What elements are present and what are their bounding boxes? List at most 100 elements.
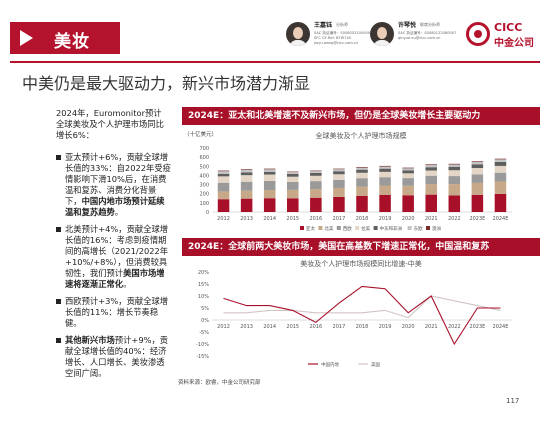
- y-tick-label: 0: [206, 210, 209, 216]
- x-tick-label: 2020: [402, 324, 415, 330]
- bar-segment: [448, 166, 461, 171]
- bar-segment: [240, 172, 253, 176]
- source-note: 资料来源：欧睿，中金公司研究部: [178, 380, 261, 386]
- bar-segment: [494, 159, 507, 162]
- bar-segment: [379, 194, 391, 212]
- bar-segment: [263, 189, 276, 199]
- bar-segment: [333, 168, 345, 170]
- x-tick-label: 2017: [333, 216, 346, 222]
- bar-segment: [448, 184, 461, 196]
- bar-segment: [333, 187, 345, 197]
- bar-segment: [471, 182, 484, 195]
- bar-segment: [448, 163, 461, 165]
- bar-segment: [494, 158, 507, 160]
- avatar: [286, 22, 310, 46]
- bar-segment: [425, 175, 437, 185]
- bar-segment: [448, 176, 461, 185]
- lead-text: 2024年，Euromonitor预计全球美妆及个人护理市场同比增长6%：: [56, 108, 164, 140]
- bar-segment: [287, 182, 299, 190]
- bar-segment: [240, 198, 253, 212]
- x-tick-label: 2015: [286, 324, 299, 330]
- legend-label: 东欧: [414, 225, 423, 232]
- bar-segment: [448, 164, 461, 167]
- bar-segment: [425, 184, 437, 195]
- bar-segment: [379, 168, 391, 172]
- bar-segment: [448, 195, 461, 212]
- legend-label: 拉美: [361, 225, 370, 232]
- bar-segment: [217, 199, 230, 212]
- bar-segment: [310, 170, 322, 172]
- legend-swatch: [300, 226, 304, 230]
- x-tick-label: 2022: [448, 324, 461, 330]
- bullet-item: 亚太预计+6%，贡献全球增长值的33%：自2022年受疫情影响下滑10%后，在消…: [56, 152, 172, 218]
- bar-segment: [471, 161, 484, 165]
- y-tick-label: -15%: [196, 354, 209, 360]
- x-tick-label: 2013: [240, 216, 253, 222]
- bar-segment: [494, 165, 507, 173]
- x-tick-label: 2019: [379, 216, 392, 222]
- bar-segment: [263, 180, 276, 190]
- y-tick-label: -10%: [196, 342, 209, 348]
- bar-segment: [494, 161, 507, 166]
- logo-text-en: CICC: [494, 21, 523, 34]
- bar-segment: [310, 181, 322, 190]
- x-tick-label: 2016: [309, 324, 322, 330]
- header: 美妆 王嘉钰 分析师 SAC 执证编号：S0080521050008 SFC C…: [0, 0, 550, 63]
- bar-segment: [471, 164, 484, 169]
- bar-segment: [402, 195, 414, 212]
- analyst-detail: SAC 执证编号：S0080122080007: [398, 31, 457, 35]
- x-tick-label: 2020: [402, 216, 415, 222]
- logo-text-cn: 中金公司: [494, 38, 534, 49]
- bar-segment: [333, 196, 345, 212]
- legend-swatch: [336, 226, 341, 230]
- bar-segment: [217, 176, 230, 183]
- bar-segment: [356, 167, 368, 170]
- legend-label: 中国内地: [321, 361, 339, 368]
- chart-title: 全球美妆及个人护理市场规模: [316, 131, 407, 140]
- y-tick-label: 300: [199, 183, 209, 189]
- bar-segment: [263, 171, 276, 175]
- y-tick-label: 500: [199, 164, 209, 170]
- line-chart: 美妆及个人护理市场规模同比增速-中美 -15% -10% -5% 0% 5% 10% 15% 2…: [196, 259, 512, 368]
- bar-segment: [471, 168, 484, 175]
- bar-segment: [287, 171, 299, 173]
- x-tick-label: 2022: [448, 216, 461, 222]
- x-tick-label: 2016: [309, 216, 322, 222]
- page-number: 117: [506, 397, 520, 405]
- bar-segment: [217, 173, 230, 177]
- x-tick-label: 2023E: [469, 216, 485, 222]
- header-divider: [10, 61, 540, 63]
- bar-segment: [402, 185, 414, 196]
- bullet-item: 西欧预计+3%，贡献全球增长值的11%：增长节奏稳健。: [56, 296, 172, 329]
- legend-label: 北美: [324, 225, 333, 232]
- bar-segment: [379, 166, 391, 169]
- bar-segment: [379, 185, 391, 195]
- cicc-logo: CICC 中金公司: [466, 20, 542, 50]
- analyst-role: 联席分析师: [420, 22, 440, 27]
- x-tick-label: 2014: [263, 324, 276, 330]
- bar-segment: [310, 171, 322, 173]
- analyst-detail: SAC 执证编号：S0080521050008: [314, 31, 373, 35]
- bar-segment: [356, 186, 368, 196]
- section-title-box: 美妆: [10, 22, 120, 54]
- y-tick-label: 20%: [198, 270, 209, 276]
- bar-segment: [471, 194, 484, 212]
- bar-segment: [425, 164, 437, 166]
- logo-mark-icon: [466, 22, 490, 46]
- bar-segment: [494, 193, 507, 212]
- bar-segment: [310, 175, 322, 182]
- bar-segment: [263, 174, 276, 181]
- bar-segment: [310, 172, 322, 176]
- series-line: [223, 285, 501, 346]
- series-line: [223, 295, 501, 319]
- bar-segment: [217, 191, 230, 200]
- y-tick-label: -5%: [199, 330, 209, 336]
- y-tick-label: 10%: [198, 294, 209, 300]
- legend-swatch: [426, 226, 430, 230]
- y-tick-label: 0%: [201, 318, 209, 324]
- bar-segment: [287, 176, 299, 183]
- bar-segment: [217, 170, 230, 172]
- stacked-bar-chart: 全球美妆及个人护理市场规模 （十亿美元） 0 100 200 300 400 500 600 70…: [184, 130, 512, 232]
- y-tick-label: 200: [199, 192, 209, 198]
- bar-segment: [494, 172, 507, 182]
